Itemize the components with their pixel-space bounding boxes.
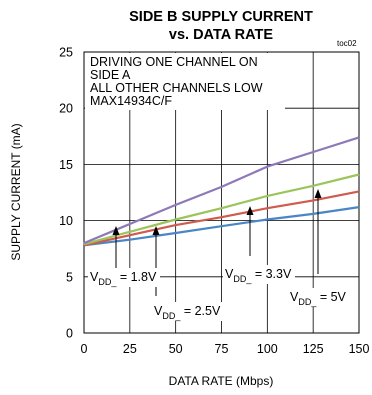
- x-tick-labels: 0 25 50 75 100 125 150: [81, 342, 370, 356]
- series-label-1: VDD_ = 1.8V: [90, 270, 157, 287]
- y-tick-label: 15: [59, 158, 73, 172]
- series-label-bg-2: [152, 302, 224, 321]
- y-tick-label: 20: [59, 102, 73, 116]
- annotation-line-3: ALL OTHER CHANNELS LOW: [90, 81, 263, 95]
- annotation-line-1: DRIVING ONE CHANNEL ON: [90, 55, 258, 69]
- x-tick-label: 150: [349, 342, 370, 356]
- chart-title-line1: SIDE B SUPPLY CURRENT: [129, 9, 313, 25]
- series-line-3: [83, 173, 360, 246]
- series-label-bg-1: [88, 268, 160, 287]
- x-tick-label: 50: [169, 342, 183, 356]
- annotation-background: [85, 53, 285, 110]
- callout-arrowhead-1: [112, 226, 120, 235]
- series-line-2: [83, 190, 360, 247]
- x-tick-label: 100: [257, 342, 278, 356]
- y-axis-label: SUPPLY CURRENT (mA): [9, 123, 23, 260]
- series-label-2: VDD_ = 2.5V: [154, 304, 221, 321]
- x-tick-label: 25: [123, 342, 137, 356]
- annotation-line-2: SIDE A: [90, 68, 131, 82]
- x-axis-label: DATA RATE (Mbps): [169, 374, 274, 388]
- series-label-4: VDD_ = 5V: [290, 290, 347, 307]
- y-tick-label: 10: [59, 214, 73, 228]
- x-tick-label: 125: [303, 342, 324, 356]
- series-line-4: [83, 136, 360, 245]
- callout-arrowhead-4: [314, 189, 322, 198]
- callout-arrowhead-2: [152, 226, 160, 235]
- y-tick-label: 5: [66, 270, 73, 284]
- y-tick-labels: 0 5 10 15 20 25: [59, 46, 73, 341]
- annotation-line-4: MAX14934C/F: [90, 94, 172, 108]
- series-label-bg-3: [223, 265, 295, 284]
- y-tick-label: 0: [66, 327, 73, 341]
- series-callouts: VDD_ = 1.8V VDD_ = 2.5V VDD_ = 3.3V VDD_ = …: [88, 189, 352, 321]
- x-tick-label: 0: [81, 342, 88, 356]
- series-label-3: VDD_ = 3.3V: [225, 267, 292, 284]
- series-label-bg-4: [288, 288, 352, 307]
- chart-title-line2: vs. DATA RATE: [169, 27, 274, 43]
- x-tick-label: 75: [215, 342, 229, 356]
- annotation-text: DRIVING ONE CHANNEL ON SIDE A ALL OTHER …: [90, 55, 263, 108]
- series-lines: [83, 136, 360, 247]
- y-tick-label: 25: [59, 46, 73, 60]
- callout-arrowhead-3: [246, 206, 254, 215]
- figure-id: toc02: [337, 39, 357, 48]
- series-line-1: [83, 206, 360, 247]
